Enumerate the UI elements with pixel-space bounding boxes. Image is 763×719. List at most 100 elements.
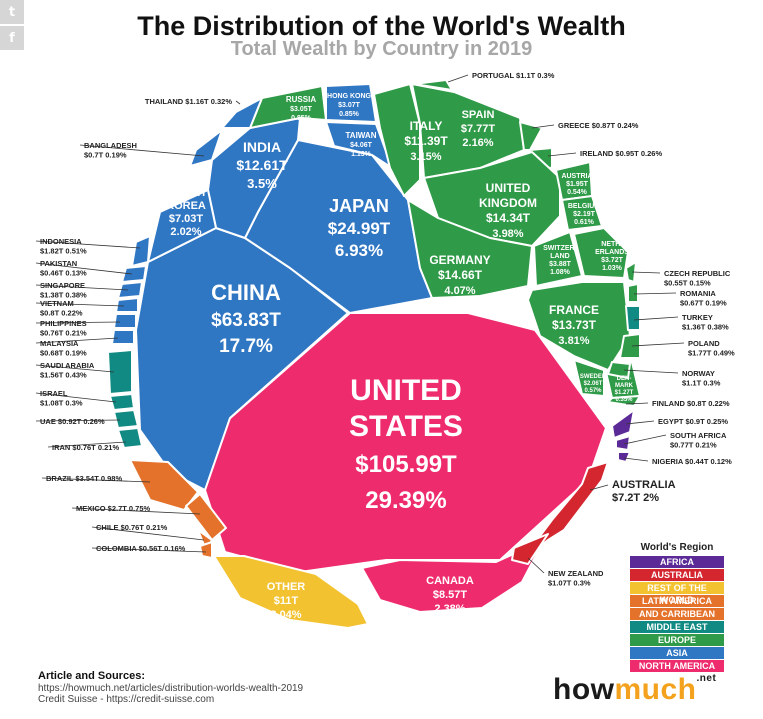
logo-how: how: [553, 673, 615, 706]
callout-philippines-value: $0.76T 0.21%: [40, 329, 87, 338]
cell-netherlands[interactable]: [573, 227, 629, 279]
callout-pakistan-value: $0.46T 0.13%: [40, 269, 87, 278]
callout-romania-name: ROMANIA: [680, 289, 716, 298]
leader-norway: [623, 369, 679, 374]
label-canada-share: 2.38%: [434, 603, 465, 615]
callout-new-zealand-name: NEW ZEALAND: [548, 569, 604, 578]
leader-finland: [625, 402, 649, 405]
callout-vietnam-name: VIETNAM: [40, 299, 74, 308]
label-other-value: $11T: [274, 595, 299, 607]
label-austria-value: $1.95T: [566, 181, 589, 188]
cell-philippines[interactable]: [113, 313, 137, 329]
cell-germany[interactable]: [407, 199, 533, 299]
leader-mexico: [71, 507, 201, 515]
cell-turkey[interactable]: [625, 305, 641, 331]
cell-mexico[interactable]: [185, 493, 227, 541]
howmuch-logo[interactable]: howmuch.net: [553, 673, 716, 707]
label-south-korea-value: $7.03T: [169, 213, 204, 225]
cell-south-korea[interactable]: [147, 189, 217, 263]
cell-hong-kong[interactable]: [325, 83, 377, 123]
label-italy-share: 3.15%: [410, 151, 441, 163]
cell-romania[interactable]: [627, 283, 639, 303]
cell-indonesia[interactable]: [131, 235, 151, 267]
cell-colombia[interactable]: [199, 541, 213, 559]
label-taiwan-name-0: TAIWAN: [346, 131, 377, 140]
cell-belgium[interactable]: [561, 195, 603, 231]
cell-france[interactable]: [527, 281, 631, 371]
label-italy-value: $11.39T: [404, 134, 448, 148]
leader-poland: [631, 342, 685, 347]
cell-bangladesh[interactable]: [189, 129, 223, 167]
callout-pakistan-name: PAKISTAN: [40, 259, 77, 268]
cell-portugal[interactable]: [413, 79, 453, 91]
legend-item-europe: EUROPE: [630, 634, 724, 646]
callout-thailand: THAILAND $1.16T 0.32%: [145, 97, 232, 106]
label-japan-name-0: JAPAN: [329, 196, 389, 216]
cell-malaysia[interactable]: [111, 329, 135, 345]
cell-singapore[interactable]: [117, 281, 143, 299]
chart-title: The Distribution of the World's Wealth: [137, 11, 626, 41]
twitter-share-button[interactable]: t: [0, 0, 24, 24]
label-austria-share: 0.54%: [567, 189, 588, 196]
cell-italy[interactable]: [373, 83, 421, 197]
cell-other[interactable]: [213, 555, 369, 629]
facebook-icon: f: [9, 30, 15, 46]
facebook-share-button[interactable]: f: [0, 26, 24, 50]
leader-vietnam: [35, 302, 125, 307]
legend-item-australia: AUSTRALIA: [630, 569, 724, 581]
cell-south-africa[interactable]: [615, 435, 631, 451]
cell-greece[interactable]: [519, 121, 543, 151]
callout-south-africa-name: SOUTH AFRICA: [670, 431, 727, 440]
label-france-value: $13.73T: [552, 318, 597, 332]
cell-iran[interactable]: [117, 427, 143, 449]
label-united-kingdom-value: $14.34T: [486, 211, 531, 225]
leader-greece: [531, 124, 555, 129]
label-russia-name-0: RUSSIA: [286, 95, 316, 104]
leader-bangladesh: [79, 144, 205, 157]
source-link-article[interactable]: https://howmuch.net/articles/distributio…: [38, 683, 304, 694]
label-united-kingdom-name-0: UNITED: [486, 181, 531, 195]
leader-colombia: [91, 547, 207, 553]
callout-brazil: BRAZIL $3.54T 0.98%: [46, 474, 122, 483]
leader-singapore: [35, 284, 129, 291]
cell-canada[interactable]: [361, 539, 545, 613]
cell-switzerland[interactable]: [533, 231, 583, 287]
callout-australia-value: $7.2T 2%: [612, 492, 659, 504]
cell-sweden[interactable]: [573, 359, 605, 397]
cell-czech-republic[interactable]: [625, 261, 637, 283]
label-china-share: 17.7%: [219, 336, 273, 357]
cell-vietnam[interactable]: [115, 297, 139, 313]
callout-egypt: EGYPT $0.9T 0.25%: [658, 417, 728, 426]
source-link-credit-suisse[interactable]: Credit Suisse - https://credit-suisse.co…: [38, 694, 215, 705]
label-south-korea-name-1: KOREA: [166, 200, 206, 212]
cell-spain[interactable]: [411, 83, 525, 179]
cell-nigeria[interactable]: [617, 451, 631, 463]
sources-heading: Article and Sources:: [38, 670, 145, 682]
callout-turkey-name: TURKEY: [682, 313, 713, 322]
label-denmark-share: 0.35%: [615, 397, 633, 403]
leader-brazil: [41, 477, 151, 483]
cell-thailand[interactable]: [221, 97, 263, 129]
cell-uae[interactable]: [113, 409, 139, 429]
legend-item-middle-east: MIDDLE EAST: [630, 621, 724, 633]
leader-ireland: [547, 152, 577, 157]
callout-indonesia-name: INDONESIA: [40, 237, 82, 246]
cell-norway[interactable]: [607, 361, 631, 379]
leader-chile: [91, 526, 205, 541]
cell-new-zealand[interactable]: [511, 533, 549, 565]
cell-pakistan[interactable]: [121, 265, 147, 283]
label-hong-kong-share: 0.85%: [339, 111, 360, 118]
callout-bangladesh-name: BANGLADESH: [84, 141, 137, 150]
label-switzerland-name-1: LAND: [550, 253, 569, 260]
cell-saudi-arabia[interactable]: [107, 349, 133, 395]
cell-israel[interactable]: [109, 393, 135, 411]
callout-saudi-arabia-name: SAUDI ARABIA: [40, 361, 95, 370]
legend-item-latin-america-and-carribean: LATIN AMERICA: [630, 595, 724, 607]
cell-poland[interactable]: [619, 333, 641, 359]
callout-south-africa-value: $0.77T 0.21%: [670, 441, 717, 450]
cell-egypt[interactable]: [611, 409, 635, 439]
cell-taiwan[interactable]: [325, 121, 393, 169]
label-switzerland-value: $3.88T: [549, 261, 572, 268]
chart-subtitle: Total Wealth by Country in 2019: [230, 38, 533, 60]
leader-portugal: [447, 74, 469, 83]
